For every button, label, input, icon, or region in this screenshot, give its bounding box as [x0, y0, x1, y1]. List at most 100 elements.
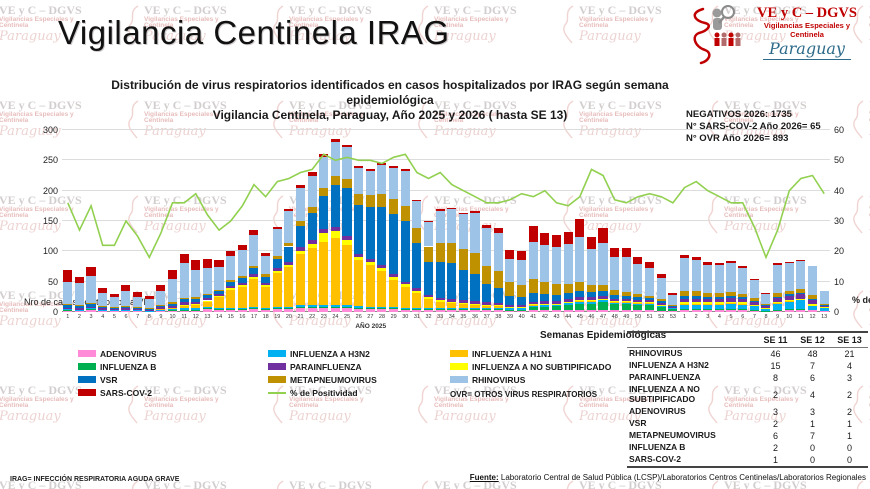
bar-segment	[540, 233, 550, 246]
bar-segment	[610, 248, 620, 258]
page-title: Vigilancia Centinela IRAG	[58, 14, 450, 51]
table-cell: 4	[846, 361, 852, 371]
bar-segment	[133, 308, 143, 311]
bar-segment	[726, 298, 736, 302]
bar-segment	[261, 253, 271, 257]
bar-segment	[261, 274, 271, 277]
bar-segment	[528, 241, 538, 280]
bar-segment	[691, 310, 701, 312]
bar-segment	[261, 286, 271, 308]
bar-segment	[749, 304, 759, 306]
bar-segment	[133, 310, 143, 311]
legend-swatch	[78, 389, 96, 396]
bar-segment	[272, 308, 282, 309]
bar-segment	[621, 292, 631, 296]
bar-segment	[668, 307, 678, 309]
bar-segment	[726, 303, 736, 309]
bar-segment	[295, 250, 305, 254]
table-cell: 0	[809, 442, 815, 453]
bar-segment	[284, 208, 294, 212]
bar-segment	[389, 167, 399, 200]
bar-segment	[691, 291, 701, 297]
bar-segment	[807, 295, 817, 300]
bar-segment	[447, 302, 457, 308]
bar-segment	[563, 283, 573, 294]
bar-segment	[668, 295, 678, 305]
bar-segment	[761, 305, 771, 306]
bar-segment	[63, 281, 73, 304]
bar-segment	[645, 305, 655, 311]
bar-segment	[179, 310, 189, 312]
bar-segment	[295, 225, 305, 248]
bar-segment	[167, 269, 177, 279]
bar-segment	[668, 308, 678, 309]
stat-sars: N° SARS-COV-2 Año 2026= 65	[686, 121, 821, 132]
bar-segment	[202, 308, 212, 312]
bar-segment	[819, 305, 829, 308]
bar-segment	[144, 308, 154, 309]
bar-segment	[342, 236, 352, 240]
bar-segment	[551, 284, 561, 296]
gridline	[62, 280, 830, 282]
bar-segment	[598, 295, 608, 299]
bar-segment	[621, 257, 631, 292]
bar-segment	[528, 304, 538, 305]
bar-segment	[761, 305, 771, 308]
gridline	[62, 189, 830, 191]
bar-segment	[679, 304, 689, 309]
bar-segment	[493, 307, 503, 309]
bar-segment	[179, 298, 189, 300]
bar-segment	[284, 261, 294, 265]
legend-swatch	[268, 391, 286, 394]
bar-segment	[610, 290, 620, 296]
x-tick: 4	[101, 314, 105, 320]
table-header-row: SE 11 SE 12 SE 13	[627, 333, 868, 348]
bar-segment	[482, 224, 492, 228]
bar-segment	[191, 297, 201, 299]
bar-segment	[656, 302, 666, 305]
bar-segment	[237, 282, 247, 286]
bar-segment	[714, 303, 724, 305]
bar-segment	[202, 298, 212, 301]
bar-segment	[121, 310, 131, 312]
table-cell: 1	[846, 430, 852, 441]
stat-negativos: NEGATIVOS 2026: 1735	[686, 109, 792, 120]
logo-text: VE y C – DGVS Vigilancias Especiales y C…	[747, 5, 867, 61]
bar-segment	[656, 304, 666, 306]
bar-segment	[645, 303, 655, 306]
bar-segment	[354, 256, 364, 261]
bar-segment	[400, 308, 410, 310]
bar-segment	[261, 309, 271, 312]
bar-segment	[226, 308, 236, 310]
bar-segment	[214, 290, 224, 294]
bar-segment	[633, 293, 643, 297]
bar-segment	[749, 305, 759, 306]
bar-segment	[74, 282, 84, 305]
bar-segment	[400, 309, 410, 312]
y-right-tick: 10	[834, 276, 845, 287]
bar-segment	[63, 308, 73, 310]
x-tick: 2	[694, 314, 698, 320]
bar-segment	[540, 305, 550, 307]
bar-segment	[517, 310, 527, 312]
bar-segment	[517, 251, 527, 261]
bar-segment	[621, 301, 631, 303]
y-right-tick: 40	[834, 185, 845, 196]
bar-segment	[389, 279, 399, 308]
x-tick: 17	[250, 314, 258, 320]
x-tick: 23	[320, 314, 327, 320]
legend-item: RHINOVIRUS	[450, 375, 611, 385]
bar-segment	[807, 299, 817, 300]
bar-segment	[86, 275, 96, 303]
bar-segment	[295, 221, 305, 226]
bar-segment	[551, 305, 561, 310]
bar-segment	[179, 302, 189, 305]
bar-segment	[714, 308, 724, 311]
bar-segment	[167, 278, 177, 303]
bar-segment	[389, 308, 399, 312]
bar-segment	[389, 213, 399, 275]
x-tick: 8	[147, 314, 151, 320]
bar-segment	[249, 279, 259, 307]
bar-segment	[98, 306, 108, 309]
